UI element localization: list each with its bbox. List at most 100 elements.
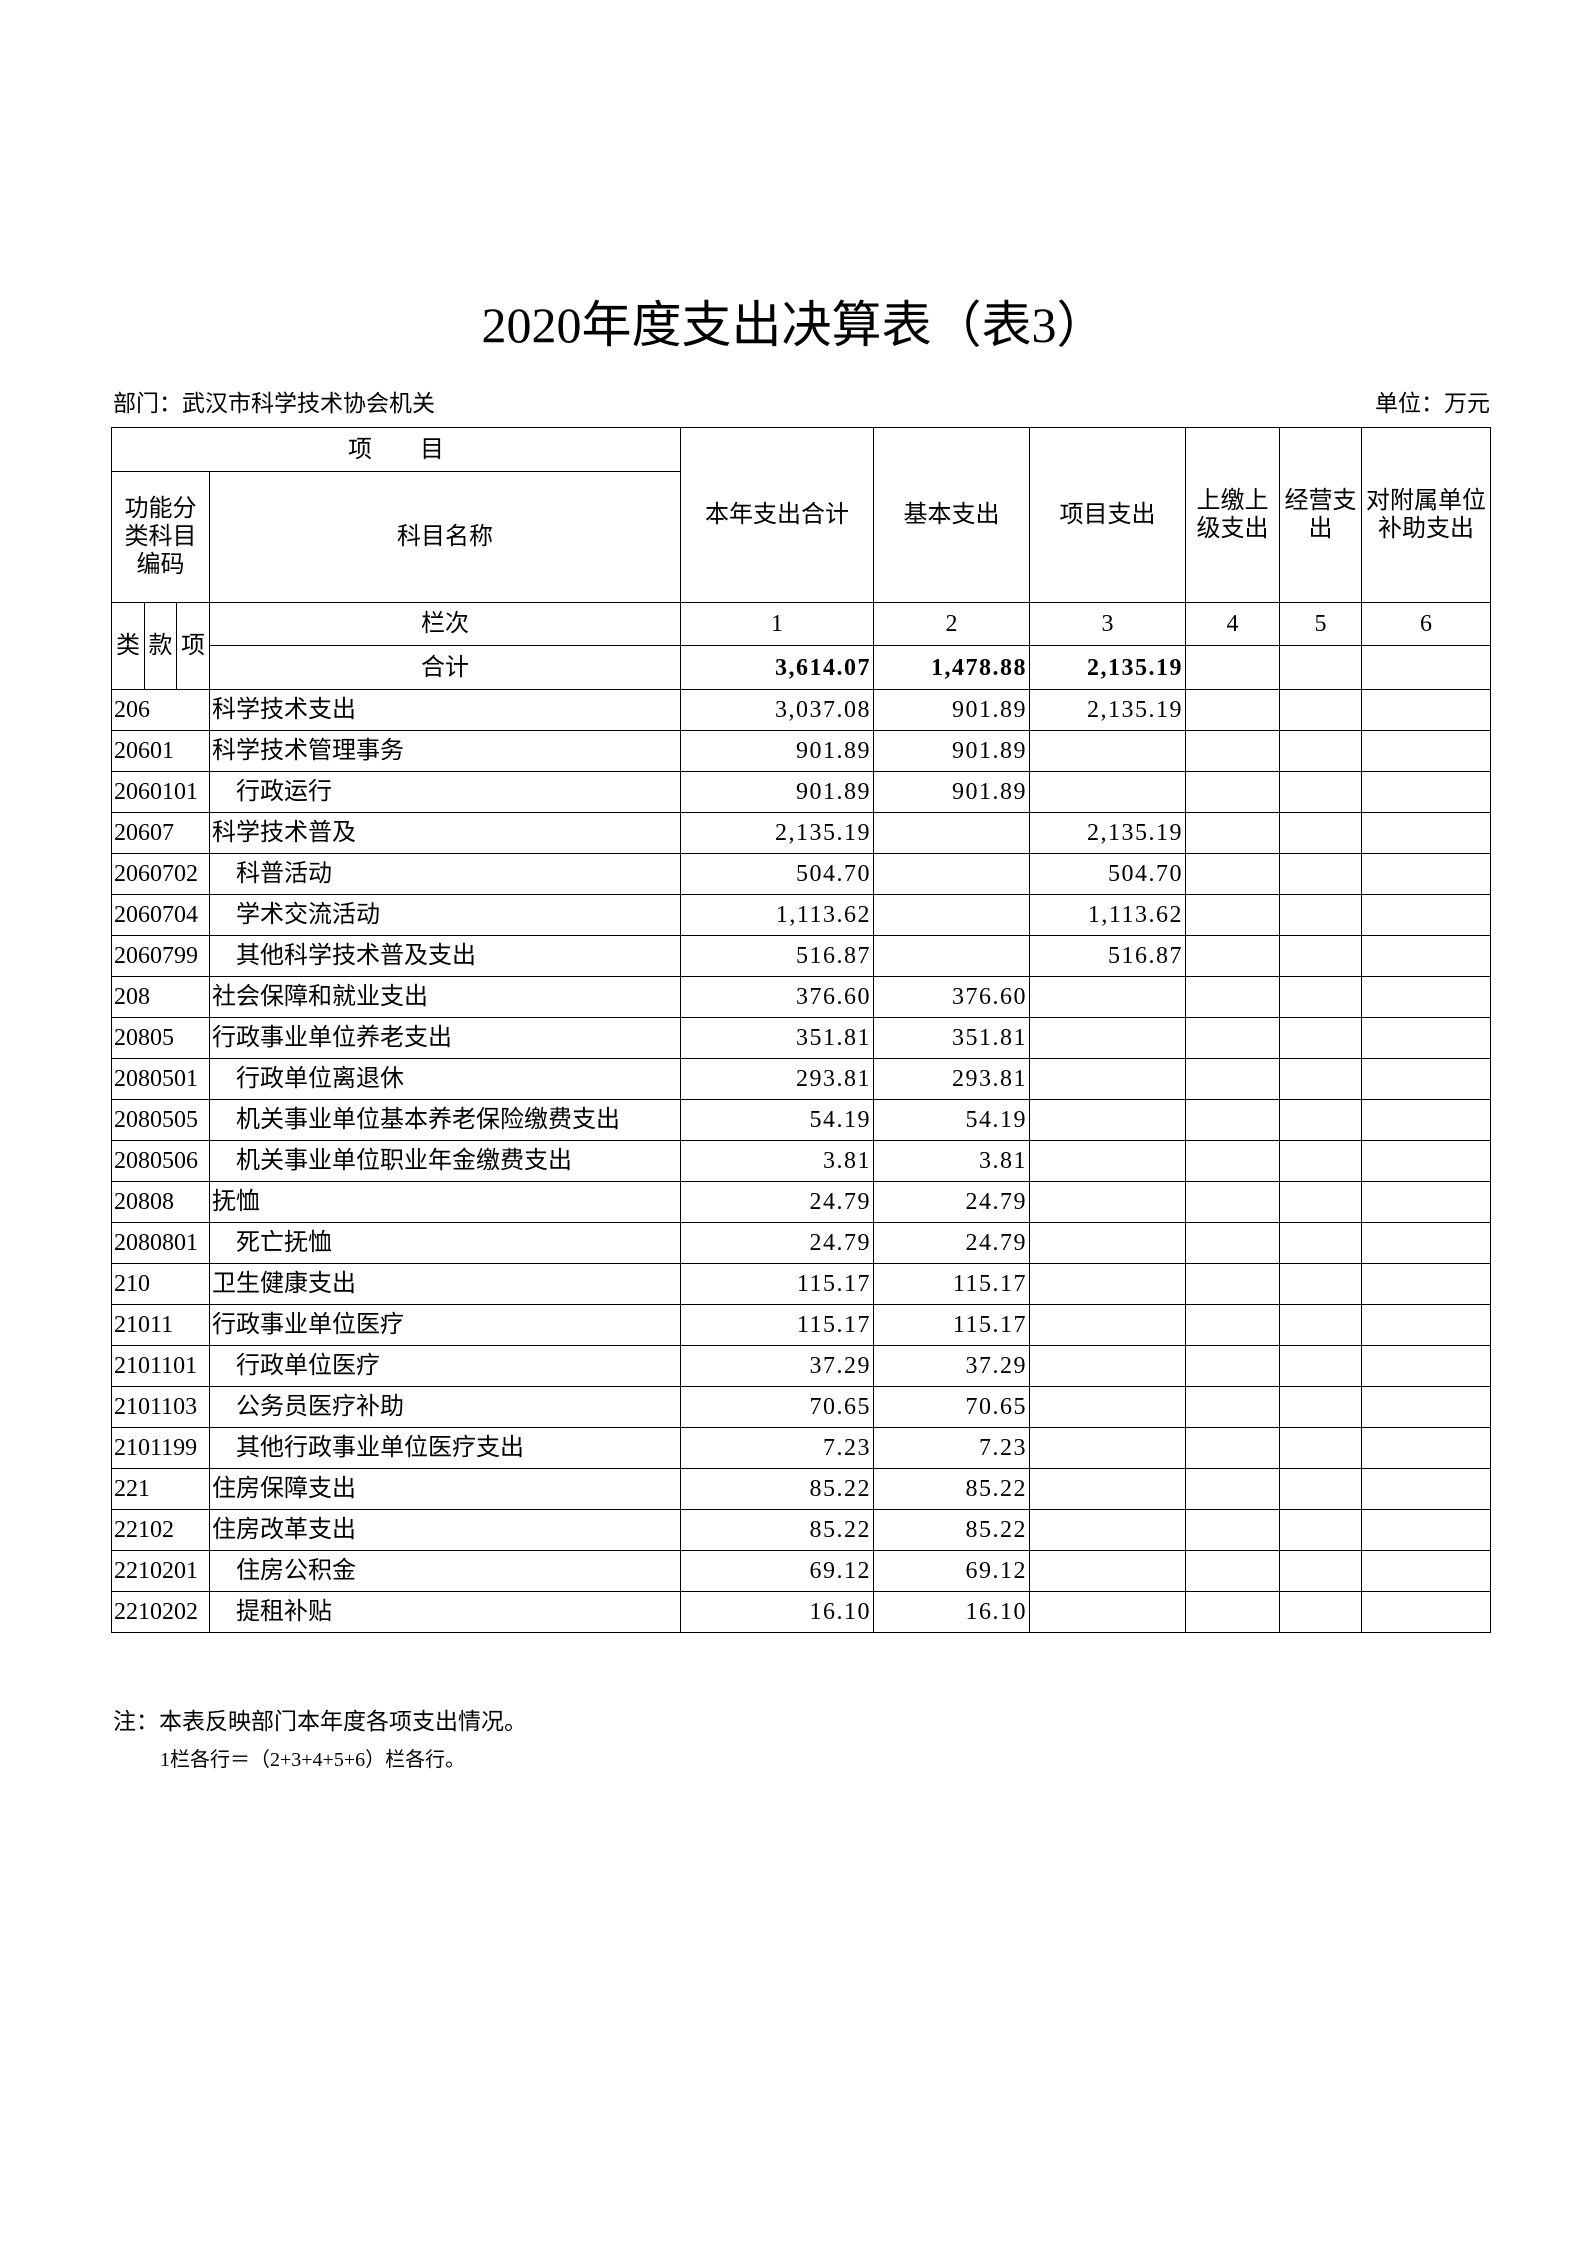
cell-code: 2060704: [111, 894, 210, 936]
empty-cell: [1279, 1591, 1362, 1633]
col-num: 1: [680, 602, 874, 646]
empty-cell: [1279, 1509, 1362, 1551]
empty-cell: [1279, 1017, 1362, 1059]
empty-cell: [1361, 1468, 1491, 1510]
empty-cell: [1279, 1140, 1362, 1182]
note: 1栏各行＝（2+3+4+5+6）栏各行。: [160, 1749, 466, 1771]
cell-project: [1029, 1427, 1186, 1469]
empty-cell: [1185, 689, 1280, 731]
cell-code: 210: [111, 1263, 210, 1305]
page-title: 2020年度支出决算表（表3）: [481, 297, 1107, 353]
table-row: 2080506 机关事业单位职业年金缴费支出 3.81 3.81: [111, 1140, 1491, 1182]
cell-code: 20808: [111, 1181, 210, 1223]
empty-cell: [1279, 853, 1362, 895]
table-row: 2080801 死亡抚恤 24.79 24.79: [111, 1222, 1491, 1264]
unit-label: 单位：万元: [1375, 391, 1490, 416]
empty-cell: [1185, 1058, 1280, 1100]
table-row: 210 卫生健康支出 115.17 115.17: [111, 1263, 1491, 1305]
empty-cell: [1279, 1099, 1362, 1141]
cell-project: [1029, 1058, 1186, 1100]
empty-cell: [1361, 645, 1491, 690]
cell-total: 901.89: [680, 771, 874, 813]
cell-basic: 37.29: [873, 1345, 1030, 1387]
empty-cell: [1361, 1017, 1491, 1059]
empty-cell: [1185, 771, 1280, 813]
empty-cell: [1185, 1181, 1280, 1223]
empty-cell: [1361, 1181, 1491, 1223]
cell-basic: 293.81: [873, 1058, 1030, 1100]
empty-cell: [1361, 730, 1491, 772]
cell-total: 504.70: [680, 853, 874, 895]
cell-basic: 85.22: [873, 1468, 1030, 1510]
empty-cell: [1361, 1222, 1491, 1264]
table-row: 221 住房保障支出 85.22 85.22: [111, 1468, 1491, 1510]
cell-code: 2210201: [111, 1550, 210, 1592]
cell-total: 351.81: [680, 1017, 874, 1059]
cell-name: 死亡抚恤: [209, 1222, 681, 1264]
empty-cell: [1279, 812, 1362, 854]
empty-cell: [1361, 976, 1491, 1018]
cell-project: [1029, 771, 1186, 813]
header-name: 科目名称: [209, 471, 681, 603]
cell-project: 2,135.19: [1029, 812, 1186, 854]
col-num: 3: [1029, 602, 1186, 646]
empty-cell: [1185, 976, 1280, 1018]
table-row: 21011 行政事业单位医疗 115.17 115.17: [111, 1304, 1491, 1346]
table-row: 2101199 其他行政事业单位医疗支出 7.23 7.23: [111, 1427, 1491, 1469]
cell-total: 85.22: [680, 1509, 874, 1551]
empty-cell: [1279, 935, 1362, 977]
cell-name: 行政单位离退休: [209, 1058, 681, 1100]
cell-project: [1029, 1099, 1186, 1141]
empty-cell: [1185, 1222, 1280, 1264]
header-basic: 基本支出: [873, 427, 1030, 603]
empty-cell: [1279, 689, 1362, 731]
header-upper: 上缴上级支出: [1185, 427, 1280, 603]
table-row: 20601 科学技术管理事务 901.89 901.89: [111, 730, 1491, 772]
empty-cell: [1185, 894, 1280, 936]
header-business: 经营支出: [1279, 427, 1362, 603]
empty-cell: [1185, 1304, 1280, 1346]
cell-project: [1029, 1017, 1186, 1059]
cell-total: 516.87: [680, 935, 874, 977]
table-row: 206 科学技术支出 3,037.08 901.89 2,135.19: [111, 689, 1491, 731]
cell-basic: 901.89: [873, 730, 1030, 772]
cell-name: 其他行政事业单位医疗支出: [209, 1427, 681, 1469]
empty-cell: [1185, 730, 1280, 772]
cell-name: 行政事业单位养老支出: [209, 1017, 681, 1059]
cell-basic: [873, 935, 1030, 977]
empty-cell: [1185, 1427, 1280, 1469]
empty-cell: [1361, 853, 1491, 895]
empty-cell: [1361, 1427, 1491, 1469]
table-row: 2080501 行政单位离退休 293.81 293.81: [111, 1058, 1491, 1100]
cell-total: 1,113.62: [680, 894, 874, 936]
empty-cell: [1185, 853, 1280, 895]
empty-cell: [1361, 1099, 1491, 1141]
cell-basic: [873, 853, 1030, 895]
cell-basic: 69.12: [873, 1550, 1030, 1592]
col-num: 5: [1279, 602, 1362, 646]
empty-cell: [1185, 1468, 1280, 1510]
cell-total: 2,135.19: [680, 812, 874, 854]
col-num: 4: [1185, 602, 1280, 646]
empty-cell: [1279, 1345, 1362, 1387]
sum-project: 2,135.19: [1029, 645, 1186, 690]
cell-project: [1029, 1222, 1186, 1264]
empty-cell: [1185, 1591, 1280, 1633]
empty-cell: [1279, 1386, 1362, 1428]
header-lei: 类: [111, 602, 145, 690]
note: 注：本表反映部门本年度各项支出情况。: [113, 1709, 527, 1734]
cell-project: 504.70: [1029, 853, 1186, 895]
header-subsidy: 对附属单位补助支出: [1361, 427, 1491, 603]
cell-total: 24.79: [680, 1181, 874, 1223]
cell-code: 20607: [111, 812, 210, 854]
cell-basic: 3.81: [873, 1140, 1030, 1182]
department-label: 部门：武汉市科学技术协会机关: [113, 391, 435, 416]
empty-cell: [1361, 1550, 1491, 1592]
empty-cell: [1185, 1263, 1280, 1305]
cell-code: 221: [111, 1468, 210, 1510]
header-code: 功能分类科目编码: [111, 471, 210, 603]
cell-basic: 376.60: [873, 976, 1030, 1018]
cell-total: 37.29: [680, 1345, 874, 1387]
cell-basic: 115.17: [873, 1263, 1030, 1305]
cell-project: [1029, 1263, 1186, 1305]
